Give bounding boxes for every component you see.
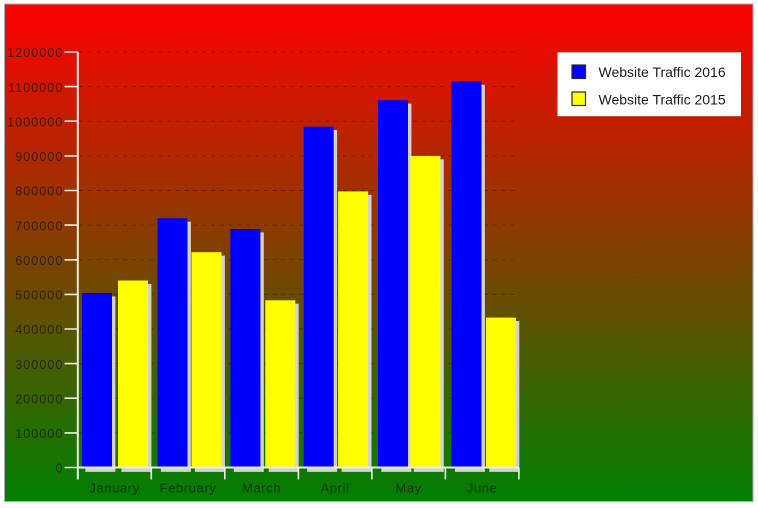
svg-text:400000: 400000 (15, 323, 63, 337)
svg-text:500000: 500000 (15, 289, 63, 303)
svg-text:1200000: 1200000 (7, 46, 63, 60)
svg-text:Website Traffic 2015: Website Traffic 2015 (599, 91, 726, 107)
svg-text:1100000: 1100000 (8, 81, 63, 95)
svg-text:100000: 100000 (15, 427, 63, 441)
svg-text:900000: 900000 (15, 150, 63, 164)
svg-text:February: February (160, 481, 217, 496)
svg-text:600000: 600000 (15, 254, 63, 268)
svg-text:200000: 200000 (15, 392, 63, 406)
svg-text:June: June (467, 481, 498, 496)
svg-text:1000000: 1000000 (7, 116, 63, 130)
svg-text:April: April (321, 481, 350, 496)
svg-text:Website Traffic 2016: Website Traffic 2016 (599, 64, 726, 80)
svg-text:January: January (89, 481, 139, 496)
svg-text:300000: 300000 (15, 358, 63, 372)
svg-text:May: May (395, 481, 421, 496)
svg-text:March: March (242, 481, 281, 496)
svg-text:700000: 700000 (15, 219, 63, 233)
svg-text:0: 0 (55, 462, 63, 476)
svg-text:800000: 800000 (15, 185, 63, 199)
